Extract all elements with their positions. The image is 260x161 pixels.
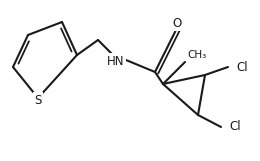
Text: CH₃: CH₃ (187, 50, 206, 60)
Text: O: O (172, 16, 182, 29)
Text: Cl: Cl (236, 61, 248, 74)
Text: S: S (34, 94, 42, 106)
Text: Cl: Cl (229, 120, 240, 133)
Text: HN: HN (107, 55, 125, 67)
